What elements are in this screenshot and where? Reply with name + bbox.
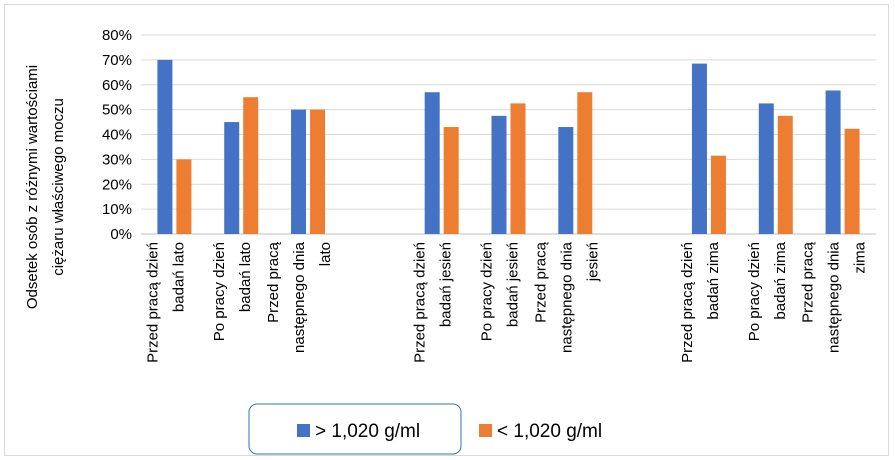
category-label: jesień xyxy=(584,242,601,282)
bar xyxy=(691,63,707,235)
category-label: Przed pracą dzień xyxy=(144,242,161,363)
y-tick-label: 10% xyxy=(102,201,132,218)
category-label: badań lato xyxy=(170,242,187,312)
category-label: badań zima xyxy=(772,241,789,319)
category-label: lato xyxy=(317,242,334,266)
category-label: Przed pracą xyxy=(265,241,282,323)
bar xyxy=(176,159,192,234)
y-tick-label: 40% xyxy=(102,127,132,144)
category-label: zima xyxy=(852,241,869,273)
bar xyxy=(291,109,307,234)
y-tick-label: 0% xyxy=(110,226,132,243)
category-label: badań zima xyxy=(705,241,722,319)
category-label: badań jesień xyxy=(438,242,455,327)
bar xyxy=(491,115,507,234)
legend-label: < 1,020 g/ml xyxy=(497,421,602,442)
category-label: Przed pracą dzień xyxy=(412,242,429,363)
legend-box xyxy=(248,403,462,455)
bar xyxy=(424,92,440,235)
y-axis-title: Odsetek osób z różnymi wartościami xyxy=(24,65,41,309)
bar xyxy=(224,122,240,234)
y-tick-label: 80% xyxy=(102,27,132,44)
bar xyxy=(758,103,774,234)
bar xyxy=(710,155,726,234)
bar xyxy=(844,128,860,234)
bar xyxy=(558,127,574,234)
bar xyxy=(825,90,841,234)
bar xyxy=(443,127,459,234)
y-tick-label: 20% xyxy=(102,176,132,193)
y-tick-label: 60% xyxy=(102,77,132,94)
category-label: Przed pracą xyxy=(800,241,817,323)
category-label: Po pracy dzień xyxy=(211,242,228,341)
legend-label: > 1,020 g/ml xyxy=(315,421,420,442)
category-label: Po pracy dzień xyxy=(746,242,763,341)
category-label: następnego dnia xyxy=(558,241,575,353)
category-label: badań jesień xyxy=(505,242,522,327)
legend-swatch xyxy=(479,424,492,437)
bar xyxy=(157,59,173,234)
y-axis-title: ciężaru właściwego moczu xyxy=(50,98,67,276)
bar xyxy=(577,92,593,235)
category-label: następnego dnia xyxy=(291,241,308,353)
bar xyxy=(510,103,526,234)
y-tick-label: 70% xyxy=(102,52,132,69)
bar xyxy=(243,97,259,234)
category-label: Po pracy dzień xyxy=(479,242,496,341)
bar xyxy=(310,109,326,234)
category-label: Przed pracą xyxy=(532,241,549,323)
y-tick-label: 50% xyxy=(102,102,132,119)
bar xyxy=(777,115,793,234)
category-label: następnego dnia xyxy=(826,241,843,353)
category-label: Przed pracą dzień xyxy=(679,242,696,363)
y-tick-label: 30% xyxy=(102,151,132,168)
category-label: badań lato xyxy=(237,242,254,312)
legend-swatch xyxy=(297,424,310,437)
